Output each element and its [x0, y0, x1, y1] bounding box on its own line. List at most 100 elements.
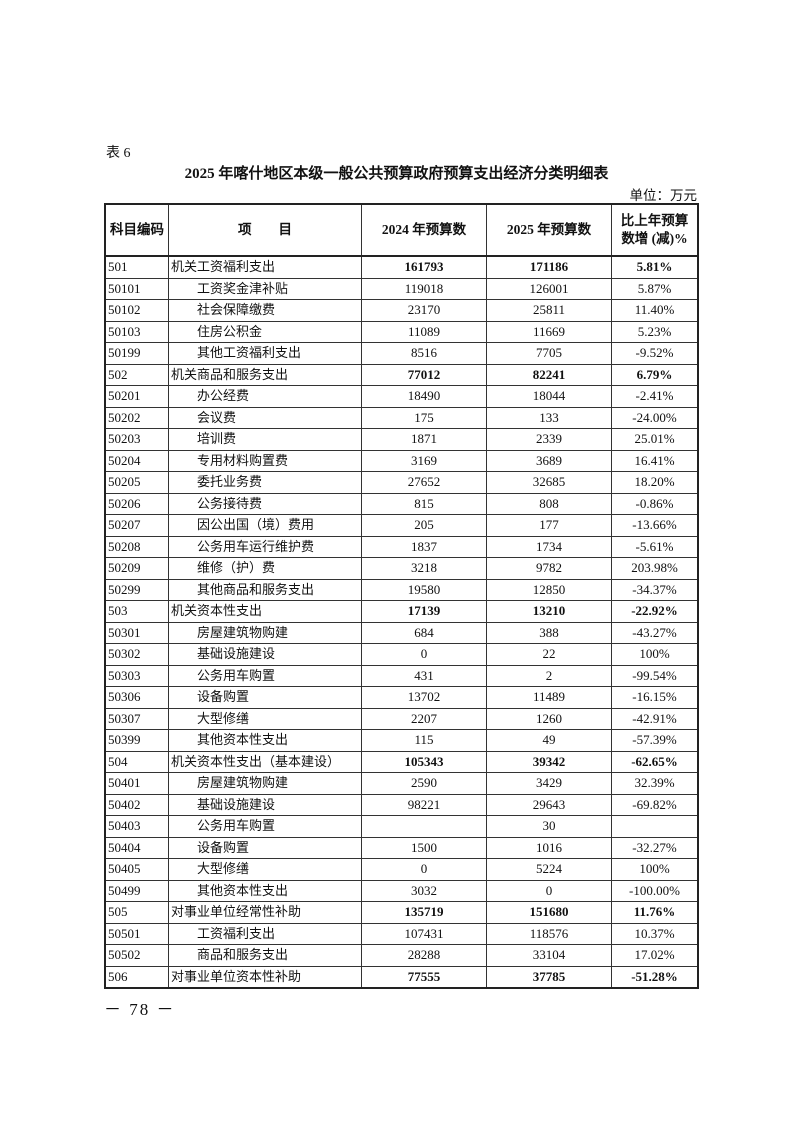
cell-item: 其他工资福利支出 [168, 342, 362, 365]
cell-2024-text: 3218 [411, 560, 437, 576]
cell-2024: 119018 [361, 277, 487, 300]
table-row: 50301 房屋建筑物购建 684 388 -43.27% [104, 621, 699, 644]
cell-2024-text: 105343 [404, 753, 444, 769]
table-row: 50209 维修（护）费 3218 9782 203.98% [104, 557, 699, 580]
cell-2025-text: 133 [539, 409, 559, 425]
cell-2024: 3218 [361, 557, 487, 580]
cell-2025-text: 0 [545, 882, 553, 898]
cell-2025-text: 11669 [532, 323, 566, 339]
cell-item: 设备购置 [168, 686, 362, 709]
cell-2025: 5224 [486, 858, 612, 881]
cell-2024: 175 [361, 406, 487, 429]
cell-2025-text: 82241 [532, 366, 566, 382]
cell-item-text: 设备购置 [197, 689, 250, 705]
header-2024: 2024 年预算数 [361, 203, 487, 257]
cell-item: 基础设施建设 [168, 643, 362, 666]
cell-2024-text: 0 [420, 646, 428, 662]
cell-item: 其他资本性支出 [168, 729, 362, 752]
cell-code: 50299 [104, 578, 169, 601]
cell-item: 大型修缮 [168, 707, 362, 730]
cell-2025-text: 12850 [532, 581, 566, 597]
cell-item-text: 机关资本性支出（基本建设） [171, 753, 341, 769]
cell-2025: 3689 [486, 449, 612, 472]
cell-change-pct-text: -13.66% [632, 517, 677, 533]
cell-2025-text: 1734 [536, 538, 562, 554]
cell-item: 商品和服务支出 [168, 944, 362, 967]
cell-2025-text: 808 [539, 495, 559, 511]
cell-code-text: 504 [108, 753, 128, 769]
cell-change-pct: 18.20% [611, 471, 699, 494]
cell-code-text: 50299 [108, 581, 141, 597]
cell-item-text: 大型修缮 [197, 861, 250, 877]
cell-2025: 13210 [486, 600, 612, 623]
cell-2025: 126001 [486, 277, 612, 300]
cell-2024: 11089 [361, 320, 487, 343]
cell-2024-text: 115 [414, 732, 434, 748]
cell-2024: 2207 [361, 707, 487, 730]
cell-2024: 1871 [361, 428, 487, 451]
cell-change-pct-text: 100% [639, 861, 670, 877]
cell-item: 会议费 [168, 406, 362, 429]
cell-code: 50306 [104, 686, 169, 709]
cell-item-text: 培训费 [197, 431, 237, 447]
cell-change-pct-text: 32.39% [634, 775, 675, 791]
cell-change-pct: -16.15% [611, 686, 699, 709]
cell-change-pct-text: -16.15% [632, 689, 677, 705]
cell-change-pct-text: 17.02% [634, 947, 675, 963]
cell-2025-text: 2 [545, 667, 553, 683]
table-row: 50502 商品和服务支出 28288 33104 17.02% [104, 944, 699, 967]
cell-code: 50209 [104, 557, 169, 580]
cell-item-text: 公务用车购置 [197, 818, 276, 834]
cell-code-text: 50399 [108, 732, 141, 748]
cell-code-text: 50199 [108, 345, 141, 361]
cell-item: 机关资本性支出 [168, 600, 362, 623]
cell-2024: 27652 [361, 471, 487, 494]
cell-code: 50199 [104, 342, 169, 365]
cell-change-pct-text: -62.65% [631, 753, 678, 769]
cell-code-text: 50203 [108, 431, 141, 447]
table-row: 50202 会议费 175 133 -24.00% [104, 406, 699, 429]
cell-change-pct: 17.02% [611, 944, 699, 967]
cell-change-pct: -69.82% [611, 793, 699, 816]
cell-item-text: 公务用车购置 [197, 667, 276, 683]
cell-2025: 32685 [486, 471, 612, 494]
cell-change-pct: 16.41% [611, 449, 699, 472]
table-row: 50199 其他工资福利支出 8516 7705 -9.52% [104, 342, 699, 365]
cell-2025: 49 [486, 729, 612, 752]
cell-change-pct: 11.40% [611, 299, 699, 322]
cell-change-pct-text: -0.86% [635, 495, 674, 511]
cell-2025-text: 388 [539, 624, 559, 640]
cell-code-text: 50205 [108, 474, 141, 490]
cell-code: 50202 [104, 406, 169, 429]
cell-code-text: 503 [108, 603, 128, 619]
cell-item: 机关工资福利支出 [168, 255, 362, 279]
cell-code: 50207 [104, 514, 169, 537]
cell-code: 50404 [104, 836, 169, 859]
cell-item-text: 工资奖金津补贴 [197, 280, 289, 296]
header-item: 项 目 [168, 203, 362, 257]
cell-2024: 77012 [361, 363, 487, 386]
cell-2024: 431 [361, 664, 487, 687]
cell-item: 机关商品和服务支出 [168, 363, 362, 386]
cell-2025: 0 [486, 879, 612, 902]
cell-change-pct: -51.28% [611, 965, 699, 989]
cell-code-text: 50208 [108, 538, 141, 554]
cell-item: 社会保障缴费 [168, 299, 362, 322]
cell-2025: 12850 [486, 578, 612, 601]
table-row: 50102 社会保障缴费 23170 25811 11.40% [104, 299, 699, 322]
table-header-row: 科目编码 项 目 2024 年预算数 2025 年预算数 比上年预算数增 (减)… [104, 203, 699, 257]
cell-item: 大型修缮 [168, 858, 362, 881]
cell-item: 工资福利支出 [168, 922, 362, 945]
cell-2025-text: 32685 [532, 474, 566, 490]
cell-2024-text: 1837 [411, 538, 437, 554]
table-row: 50201 办公经费 18490 18044 -2.41% [104, 385, 699, 408]
cell-code-text: 502 [108, 366, 128, 382]
cell-change-pct-text: 11.76% [633, 904, 676, 920]
cell-change-pct: 32.39% [611, 772, 699, 795]
cell-item: 其他商品和服务支出 [168, 578, 362, 601]
cell-item: 公务用车购置 [168, 664, 362, 687]
cell-2025-text: 126001 [529, 280, 569, 296]
cell-item-text: 社会保障缴费 [197, 302, 276, 318]
cell-2024: 161793 [361, 255, 487, 279]
cell-code: 50303 [104, 664, 169, 687]
